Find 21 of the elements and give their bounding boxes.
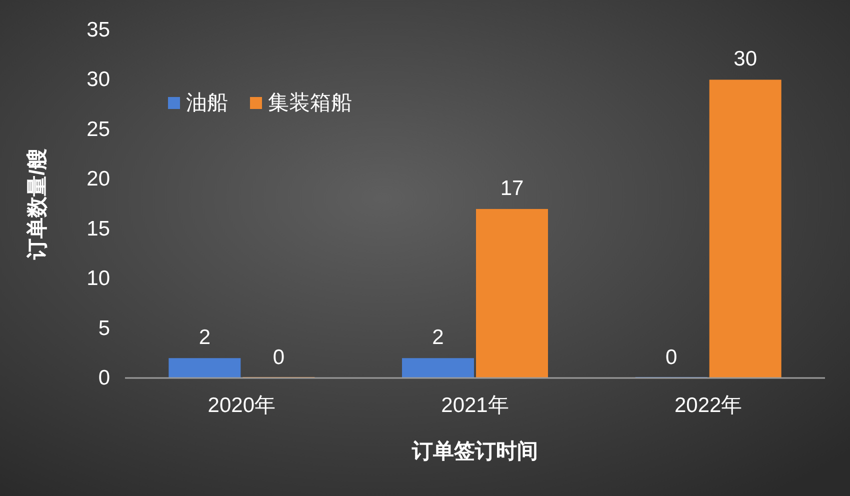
data-label: 0 — [665, 346, 678, 369]
data-label: 2 — [198, 326, 211, 350]
x-tick-label: 2022年 — [674, 394, 742, 417]
y-tick-label: 15 — [86, 217, 110, 240]
legend-label: 集装箱船 — [268, 92, 352, 114]
legend-label: 油船 — [186, 92, 228, 114]
y-tick-label: 30 — [86, 68, 110, 92]
data-label: 30 — [734, 48, 758, 71]
data-label: 17 — [500, 176, 524, 200]
y-tick-label: 20 — [86, 168, 110, 191]
y-tick-label: 0 — [98, 366, 110, 390]
y-axis-title: 订单数量/艘 — [26, 148, 49, 260]
y-tick-label: 10 — [86, 267, 110, 290]
x-tick-label: 2021年 — [441, 394, 509, 417]
x-axis-title: 订单签订时间 — [411, 440, 538, 463]
data-label: 0 — [272, 346, 285, 369]
y-tick-label: 35 — [86, 18, 110, 42]
y-tick-label: 5 — [98, 316, 110, 340]
y-tick-label: 25 — [86, 118, 110, 141]
x-tick-label: 2020年 — [208, 394, 276, 417]
data-label: 2 — [432, 326, 444, 350]
